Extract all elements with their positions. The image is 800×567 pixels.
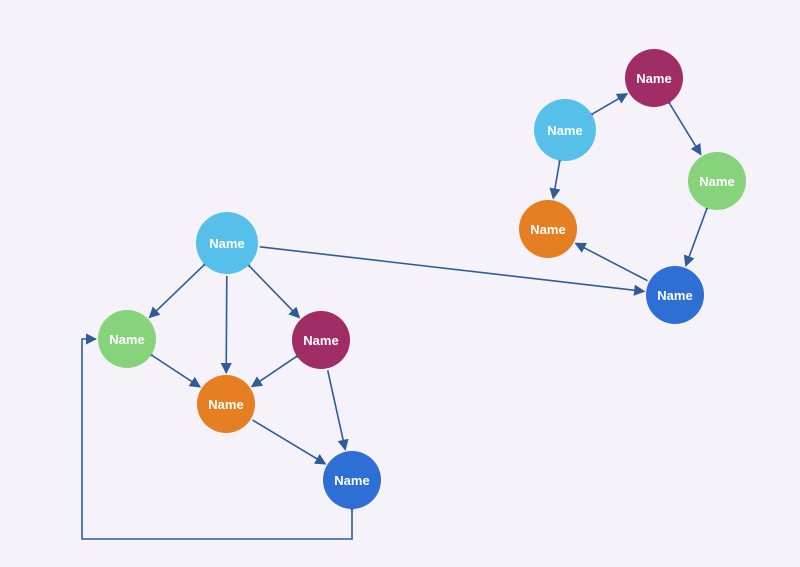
network-node: Name [98,310,156,368]
network-node: Name [688,152,746,210]
edge-polyline [82,339,352,539]
node-label: Name [547,123,582,138]
edge [250,267,299,318]
edge [226,276,227,373]
edge [153,356,200,387]
network-node: Name [196,212,258,274]
node-label: Name [109,332,144,347]
node-label: Name [208,397,243,412]
edge [328,370,346,449]
node-label: Name [209,236,244,251]
network-node: Name [292,311,350,369]
node-label: Name [530,222,565,237]
edge [686,210,707,266]
node-label: Name [303,333,338,348]
network-node: Name [534,99,596,161]
edge [593,94,627,114]
edge [253,420,326,464]
network-node: Name [625,49,683,107]
network-node: Name [323,451,381,509]
edge [553,163,559,199]
node-label: Name [334,473,369,488]
edge [260,247,644,292]
edge [576,243,648,280]
node-label: Name [699,174,734,189]
network-node: Name [197,375,255,433]
node-label: Name [636,71,671,86]
network-node: Name [646,266,704,324]
network-node: Name [519,200,577,258]
edge [149,266,203,318]
edge [252,357,296,386]
edge [670,104,701,154]
node-label: Name [657,288,692,303]
